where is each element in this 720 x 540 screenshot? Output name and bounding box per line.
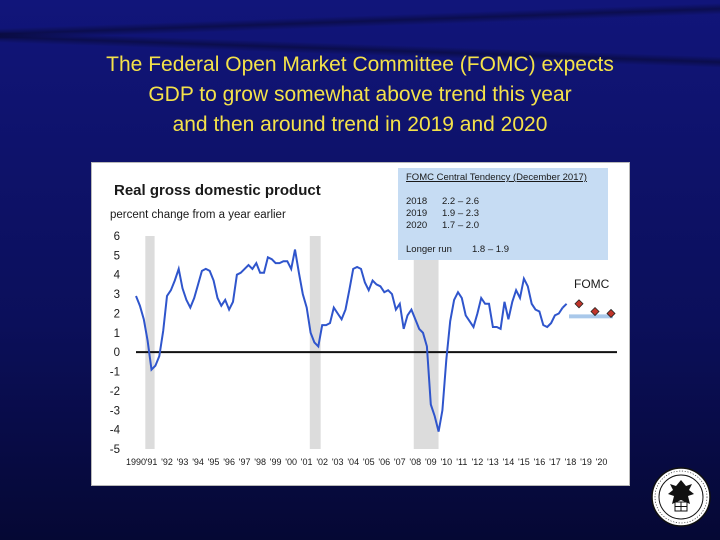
fomc-row-year-2019: 2019: [406, 208, 428, 219]
longer-run-band: [569, 314, 613, 319]
fomc-row-year-2018: 2018: [406, 196, 428, 207]
fomc-central-tendency-box: FOMC Central Tendency (December 2017) 20…: [398, 168, 608, 260]
x-tick-label: '17: [549, 457, 561, 467]
chart-title: Real gross domestic product: [114, 182, 321, 199]
y-tick-label: 3: [114, 289, 120, 301]
x-tick-label: '16: [534, 457, 546, 467]
gdp-series-extension: [562, 303, 568, 309]
y-tick-label: 5: [114, 250, 120, 262]
x-tick-label: 1990: [126, 457, 146, 467]
x-tick-label: '04: [347, 457, 359, 467]
x-tick-label: '00: [285, 457, 297, 467]
gdp-chart: Real gross domestic product percent chang…: [110, 182, 617, 467]
x-tick-label: '14: [503, 457, 515, 467]
slide-title-line-2: GDP to grow somewhat above trend this ye…: [148, 83, 572, 106]
x-tick-label: '95: [208, 457, 220, 467]
x-tick-label: '98: [254, 457, 266, 467]
fomc-projection-point-2020: [606, 308, 616, 319]
fomc-row-range-2019: 1.9 – 2.3: [442, 208, 479, 219]
y-tick-label: 6: [114, 231, 120, 243]
fomc-longer-run-range: 1.8 – 1.9: [472, 244, 509, 255]
x-tick-label: '18: [565, 457, 577, 467]
y-tick-label: 4: [114, 270, 121, 282]
x-tick-label: '05: [363, 457, 375, 467]
fomc-box-header: FOMC Central Tendency (December 2017): [406, 172, 587, 183]
y-tick-label: -1: [110, 367, 120, 379]
x-tick-label: '92: [161, 457, 173, 467]
fomc-row-range-2018: 2.2 – 2.6: [442, 196, 479, 207]
x-tick-label: '10: [440, 457, 452, 467]
gdp-series-line: [135, 249, 564, 432]
x-tick-label: '02: [316, 457, 328, 467]
y-tick-label: -2: [110, 386, 120, 398]
x-tick-label: '09: [425, 457, 437, 467]
x-tick-label: '06: [378, 457, 390, 467]
fomc-row-range-2020: 1.7 – 2.0: [442, 220, 479, 231]
fomc-longer-run-label: Longer run: [406, 244, 452, 255]
x-tick-label: '13: [487, 457, 499, 467]
x-tick-label: '12: [471, 457, 483, 467]
x-tick-label: '91: [146, 457, 158, 467]
x-tick-label: '20: [596, 457, 608, 467]
x-tick-label: '08: [409, 457, 421, 467]
y-tick-label: -3: [110, 405, 120, 417]
x-tick-label: '99: [270, 457, 282, 467]
fomc-projection-label: FOMC: [574, 277, 610, 291]
fomc-projection-point-2018: [574, 299, 584, 309]
x-tick-label: '96: [223, 457, 235, 467]
x-tick-label: '01: [301, 457, 313, 467]
x-tick-label: '19: [580, 457, 592, 467]
y-tick-label: -5: [110, 444, 120, 456]
x-tick-label: '15: [518, 457, 530, 467]
slide-title-line-1: The Federal Open Market Committee (FOMC)…: [106, 53, 614, 76]
x-tick-label: '03: [332, 457, 344, 467]
slide-title-line-3: and then around trend in 2019 and 2020: [172, 113, 548, 136]
fomc-projection-point-2019: [590, 306, 600, 317]
y-tick-label: -4: [110, 425, 121, 437]
slide-title: The Federal Open Market Committee (FOMC)…: [20, 50, 700, 140]
federal-reserve-seal-icon: [650, 466, 712, 528]
x-tick-label: '97: [239, 457, 251, 467]
x-tick-label: '07: [394, 457, 406, 467]
chart-subtitle: percent change from a year earlier: [110, 209, 286, 221]
recession-band-0: [145, 236, 155, 449]
fomc-row-year-2020: 2020: [406, 220, 428, 231]
y-tick-label: 2: [114, 308, 120, 320]
x-tick-label: '11: [456, 457, 467, 467]
x-tick-label: '94: [192, 457, 204, 467]
x-tick-label: '93: [177, 457, 189, 467]
y-tick-label: 1: [114, 328, 120, 340]
y-tick-label: 0: [114, 347, 120, 359]
